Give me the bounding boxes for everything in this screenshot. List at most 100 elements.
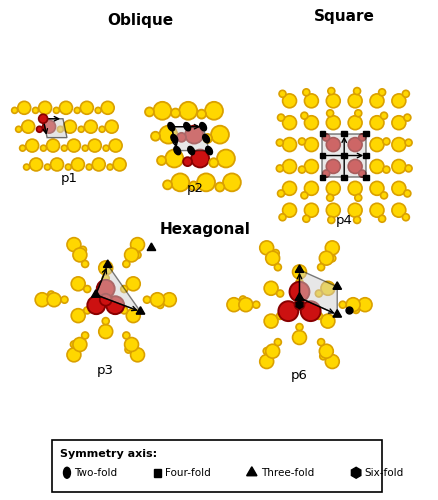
- Text: p6: p6: [291, 370, 308, 382]
- Circle shape: [260, 354, 274, 368]
- Circle shape: [327, 110, 334, 117]
- Circle shape: [35, 293, 49, 306]
- Circle shape: [304, 138, 318, 151]
- Circle shape: [60, 102, 72, 114]
- Circle shape: [105, 120, 118, 133]
- Circle shape: [321, 314, 335, 328]
- Circle shape: [26, 139, 39, 152]
- Circle shape: [24, 164, 29, 170]
- Ellipse shape: [203, 134, 209, 143]
- Circle shape: [144, 296, 150, 303]
- Circle shape: [370, 138, 384, 151]
- Circle shape: [84, 286, 91, 292]
- Circle shape: [378, 216, 385, 222]
- Circle shape: [191, 150, 209, 168]
- Circle shape: [81, 332, 88, 339]
- Circle shape: [370, 204, 384, 217]
- Text: Six-fold: Six-fold: [364, 468, 403, 478]
- Circle shape: [348, 182, 362, 196]
- Circle shape: [283, 182, 297, 196]
- Circle shape: [239, 298, 253, 312]
- Circle shape: [74, 108, 80, 114]
- Circle shape: [293, 330, 307, 344]
- Circle shape: [223, 174, 241, 192]
- Circle shape: [46, 139, 60, 152]
- Circle shape: [107, 164, 113, 170]
- Circle shape: [183, 157, 192, 166]
- Circle shape: [301, 192, 308, 199]
- Circle shape: [318, 338, 325, 345]
- Circle shape: [99, 261, 113, 275]
- Circle shape: [283, 160, 297, 173]
- Circle shape: [16, 126, 21, 132]
- Circle shape: [326, 160, 340, 173]
- Circle shape: [153, 102, 171, 120]
- Circle shape: [100, 294, 112, 306]
- Circle shape: [359, 170, 366, 177]
- Circle shape: [296, 324, 303, 330]
- Circle shape: [381, 112, 388, 119]
- Circle shape: [18, 102, 31, 114]
- Circle shape: [32, 108, 39, 114]
- Circle shape: [157, 156, 166, 165]
- Circle shape: [67, 238, 81, 252]
- Circle shape: [326, 94, 340, 108]
- Polygon shape: [171, 126, 209, 150]
- Circle shape: [185, 126, 203, 144]
- Circle shape: [405, 165, 412, 172]
- Circle shape: [124, 248, 138, 262]
- Circle shape: [126, 277, 140, 291]
- Circle shape: [47, 293, 61, 306]
- Polygon shape: [43, 118, 67, 138]
- Circle shape: [87, 296, 105, 314]
- Circle shape: [299, 138, 305, 145]
- Ellipse shape: [184, 122, 191, 131]
- Circle shape: [211, 126, 229, 144]
- Circle shape: [276, 165, 283, 172]
- Circle shape: [359, 134, 366, 141]
- FancyBboxPatch shape: [52, 440, 382, 492]
- Circle shape: [304, 204, 318, 217]
- Circle shape: [197, 174, 215, 192]
- Text: Three-fold: Three-fold: [261, 468, 314, 478]
- Circle shape: [101, 102, 114, 114]
- Circle shape: [348, 160, 362, 173]
- Circle shape: [370, 160, 384, 173]
- Circle shape: [266, 251, 279, 265]
- Text: p4: p4: [336, 214, 353, 227]
- Circle shape: [304, 94, 318, 108]
- Circle shape: [240, 296, 247, 303]
- Circle shape: [71, 341, 78, 348]
- Circle shape: [381, 192, 388, 199]
- Circle shape: [48, 291, 55, 298]
- Circle shape: [303, 216, 310, 222]
- Circle shape: [403, 214, 410, 220]
- Circle shape: [134, 252, 141, 258]
- Circle shape: [67, 139, 81, 152]
- Ellipse shape: [64, 468, 71, 478]
- Circle shape: [339, 301, 346, 308]
- Circle shape: [283, 116, 297, 130]
- Circle shape: [278, 114, 285, 121]
- Circle shape: [274, 338, 281, 345]
- Circle shape: [150, 293, 164, 306]
- Circle shape: [370, 116, 384, 130]
- Circle shape: [274, 264, 281, 270]
- Circle shape: [304, 182, 318, 196]
- Circle shape: [171, 108, 180, 118]
- Circle shape: [61, 296, 68, 303]
- Circle shape: [124, 338, 138, 351]
- Circle shape: [353, 216, 360, 224]
- Circle shape: [92, 158, 105, 171]
- Circle shape: [106, 296, 124, 314]
- Circle shape: [113, 158, 126, 171]
- Circle shape: [39, 102, 52, 114]
- Ellipse shape: [188, 146, 194, 154]
- Circle shape: [328, 88, 335, 94]
- Circle shape: [264, 314, 278, 328]
- Circle shape: [301, 301, 321, 321]
- Text: p3: p3: [97, 364, 114, 378]
- Circle shape: [276, 139, 283, 146]
- Circle shape: [325, 241, 339, 255]
- Circle shape: [329, 255, 336, 262]
